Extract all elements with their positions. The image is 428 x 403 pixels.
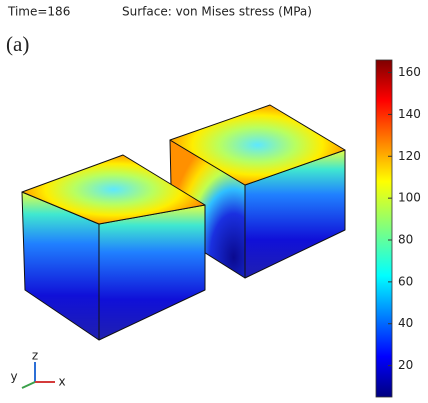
colorbar-tick-label: 140 [398,107,421,121]
colorbar-tick-label: 120 [398,149,421,163]
colorbar-tick-label: 40 [398,316,413,330]
screenshot: Time=186 Surface: von Mises stress (MPa)… [0,0,428,403]
time-label: Time=186 [7,5,70,19]
colorbar-ticks: 20 40 60 80 100 120 140 160 [388,65,421,372]
colorbar-tick-label: 80 [398,233,413,247]
triad-label: z [32,349,38,363]
colorbar-tick-label: 100 [398,191,421,205]
colorbar [376,60,392,397]
plot-title: Surface: von Mises stress (MPa) [122,5,312,19]
panel-label: (a) [6,32,29,56]
axis-triad: z x y [10,349,65,389]
triad-axis [22,382,35,388]
cube-face [99,205,205,340]
colorbar-tick-label: 20 [398,358,413,372]
colorbar-tick-label: 160 [398,65,421,79]
triad-label: y [10,370,17,384]
colorbar-tick-label: 60 [398,274,413,288]
triad-label: x [58,375,65,389]
